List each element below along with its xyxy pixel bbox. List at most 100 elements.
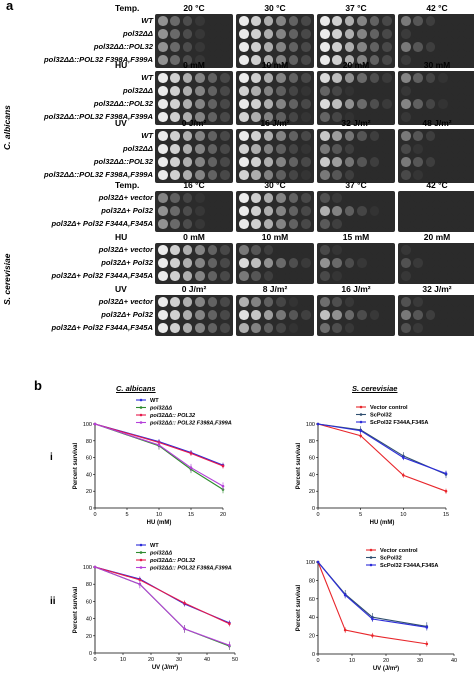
y-axis-label: Percent survival bbox=[73, 586, 79, 633]
colony-spot bbox=[220, 131, 230, 141]
colony-spot bbox=[425, 29, 436, 39]
colony-spot bbox=[382, 16, 392, 26]
colony-spot bbox=[344, 16, 355, 26]
colony-spot bbox=[170, 170, 180, 180]
x-tick-label: 20 bbox=[220, 512, 226, 518]
spot-plate bbox=[236, 129, 314, 183]
colony-spot bbox=[301, 73, 311, 83]
legend-marker bbox=[139, 398, 143, 402]
colony-spot bbox=[463, 99, 473, 109]
colony-spot bbox=[195, 144, 205, 154]
colony-spot bbox=[438, 16, 448, 26]
legend-label: ScPol32 F344A,F345A bbox=[370, 420, 428, 426]
spot-plate bbox=[236, 71, 314, 125]
colony-spot bbox=[182, 219, 193, 229]
colony-spot bbox=[320, 193, 330, 203]
colony-spot bbox=[382, 310, 392, 320]
colony-spot bbox=[263, 297, 274, 307]
colony-spot bbox=[276, 323, 286, 333]
colony-spot bbox=[332, 73, 342, 83]
x-tick-label: 10 bbox=[349, 658, 355, 664]
colony-spot bbox=[288, 170, 299, 180]
colony-spot bbox=[401, 271, 411, 281]
condition-label: Temp. bbox=[115, 180, 140, 190]
colony-spot bbox=[276, 245, 286, 255]
colony-spot bbox=[425, 193, 436, 203]
colony-spot bbox=[170, 86, 180, 96]
strain-row-label: pol32Δ+ Pol32 bbox=[101, 258, 153, 267]
colony-spot bbox=[263, 323, 274, 333]
colony-spot bbox=[413, 170, 423, 180]
colony-spot bbox=[332, 310, 342, 320]
data-point bbox=[157, 443, 161, 447]
colony-spot bbox=[438, 297, 448, 307]
colony-spot bbox=[382, 271, 392, 281]
spot-plate bbox=[317, 295, 395, 336]
colony-spot bbox=[239, 170, 249, 180]
colony-spot bbox=[207, 310, 218, 320]
data-point bbox=[343, 593, 347, 597]
colony-spot bbox=[170, 258, 180, 268]
spot-plate bbox=[317, 191, 395, 232]
colony-spot bbox=[207, 131, 218, 141]
colony-spot bbox=[251, 144, 261, 154]
y-tick-label: 20 bbox=[86, 634, 92, 640]
colony-spot bbox=[276, 219, 286, 229]
colony-spot bbox=[207, 206, 218, 216]
colony-spot bbox=[438, 245, 448, 255]
colony-spot bbox=[450, 297, 461, 307]
colony-spot bbox=[239, 297, 249, 307]
colony-spot bbox=[182, 310, 193, 320]
colony-spot bbox=[158, 245, 168, 255]
legend-marker bbox=[139, 566, 143, 569]
colony-spot bbox=[207, 193, 218, 203]
series-line bbox=[94, 566, 230, 625]
colony-spot bbox=[320, 86, 330, 96]
colony-spot bbox=[182, 271, 193, 281]
colony-spot bbox=[288, 297, 299, 307]
colony-spot bbox=[288, 193, 299, 203]
y-tick-label: 20 bbox=[309, 489, 315, 495]
colony-spot bbox=[207, 112, 218, 122]
colony-spot bbox=[332, 193, 342, 203]
series-line bbox=[94, 423, 224, 490]
colony-spot bbox=[263, 16, 274, 26]
colony-spot bbox=[369, 206, 380, 216]
colony-spot bbox=[207, 245, 218, 255]
colony-spot bbox=[357, 55, 367, 65]
colony-spot bbox=[239, 86, 249, 96]
col-title-c-albicans: C. albicans bbox=[116, 384, 156, 393]
colony-spot bbox=[357, 258, 367, 268]
spot-plate bbox=[236, 243, 314, 284]
y-tick-label: 80 bbox=[86, 439, 92, 445]
colony-spot bbox=[195, 16, 205, 26]
colony-spot bbox=[438, 323, 448, 333]
colony-spot bbox=[450, 29, 461, 39]
data-point bbox=[359, 434, 362, 438]
data-point bbox=[221, 484, 225, 488]
column-header: 37 °C bbox=[345, 180, 367, 190]
colony-spot bbox=[320, 297, 330, 307]
strain-row-label: pol32ΔΔ::POL32 F398A,F399A bbox=[44, 170, 153, 179]
colony-spot bbox=[320, 99, 330, 109]
colony-spot bbox=[239, 157, 249, 167]
y-tick-label: 20 bbox=[309, 634, 315, 640]
colony-spot bbox=[382, 193, 392, 203]
colony-spot bbox=[207, 271, 218, 281]
colony-spot bbox=[276, 86, 286, 96]
colony-spot bbox=[382, 297, 392, 307]
colony-spot bbox=[239, 112, 249, 122]
data-point bbox=[425, 626, 429, 629]
colony-spot bbox=[251, 55, 261, 65]
colony-spot bbox=[332, 323, 342, 333]
colony-spot bbox=[357, 131, 367, 141]
colony-spot bbox=[438, 29, 448, 39]
colony-spot bbox=[220, 245, 230, 255]
colony-spot bbox=[438, 170, 448, 180]
legend-marker bbox=[359, 405, 363, 409]
colony-spot bbox=[401, 42, 411, 52]
colony-spot bbox=[401, 55, 411, 65]
colony-spot bbox=[158, 310, 168, 320]
x-tick-label: 40 bbox=[204, 657, 210, 663]
colony-spot bbox=[382, 99, 392, 109]
